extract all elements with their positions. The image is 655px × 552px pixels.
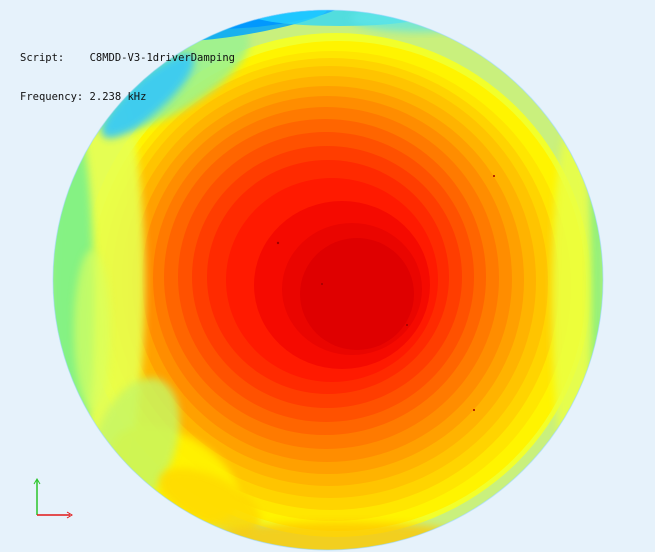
script-value: C8MDD-V3-1driverDamping <box>89 52 235 64</box>
script-label: Script: <box>20 52 65 64</box>
axis-triad-icon <box>33 478 73 519</box>
x-axis-arrow-icon <box>66 511 73 519</box>
frequency-value: 2.238 kHz <box>89 91 147 103</box>
y-axis-arrow-icon <box>33 478 41 485</box>
simulation-info-overlay: Script: C8MDD-V3-1driverDamping Frequenc… <box>20 26 235 130</box>
script-row: Script: C8MDD-V3-1driverDamping <box>20 52 235 65</box>
disc-outline <box>52 9 604 551</box>
contour-disc <box>53 10 603 550</box>
frequency-row: Frequency: 2.238 kHz <box>20 91 235 104</box>
peak-region <box>300 238 414 350</box>
frequency-label: Frequency: <box>20 91 84 103</box>
